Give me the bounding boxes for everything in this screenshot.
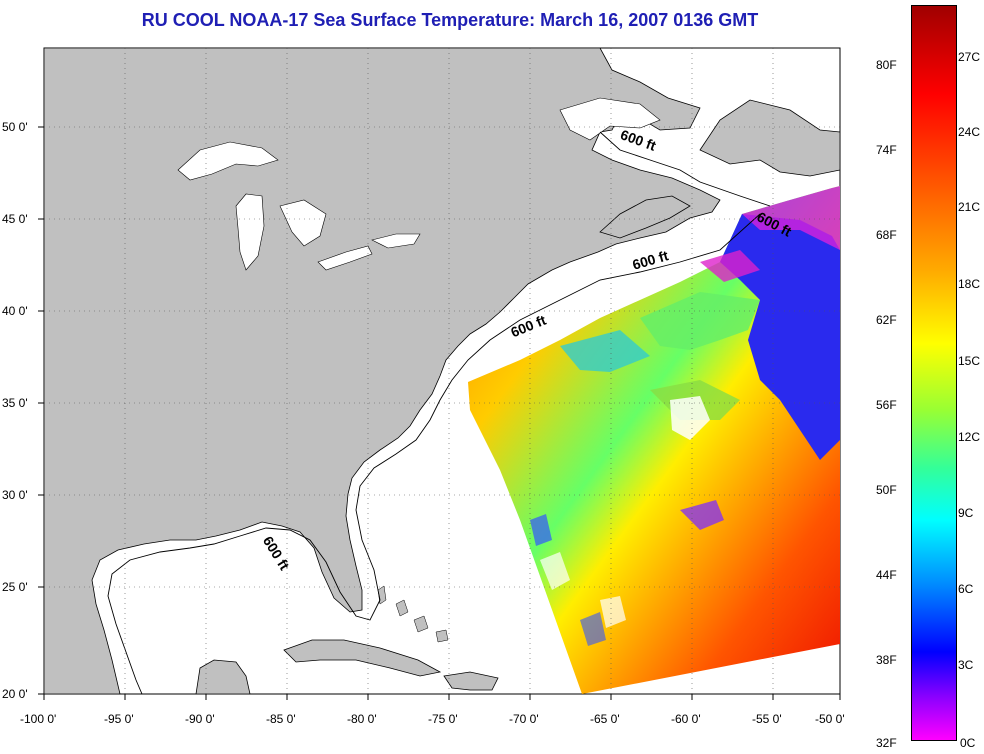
colorbar-c-label: 18C bbox=[958, 277, 981, 291]
gulf-st-lawrence bbox=[559, 97, 661, 141]
lake-superior bbox=[177, 141, 279, 181]
x-tick-label: -60 0' bbox=[671, 712, 701, 726]
colorbar-f-label: 68F bbox=[876, 228, 897, 242]
land-newfoundland bbox=[699, 99, 840, 177]
colorbar-c-label: 9C bbox=[958, 506, 974, 520]
y-tick-label: 30 0' bbox=[2, 488, 28, 502]
x-tick-label: -80 0' bbox=[347, 712, 377, 726]
lake-huron bbox=[279, 199, 327, 247]
x-tick-label: -90 0' bbox=[185, 712, 215, 726]
colorbar-c-label: 27C bbox=[958, 50, 981, 64]
land-yucatan bbox=[195, 659, 251, 694]
colorbar-f-label: 50F bbox=[876, 483, 897, 497]
x-tick-label: -75 0' bbox=[428, 712, 458, 726]
shelf-contour bbox=[107, 213, 761, 694]
y-tick-label: 35 0' bbox=[2, 396, 28, 410]
x-tick-label: -50 0' bbox=[815, 712, 845, 726]
colorbar-f-label: 56F bbox=[876, 398, 897, 412]
colorbar-c-label: 6C bbox=[958, 582, 974, 596]
colorbar-f-label: 74F bbox=[876, 143, 897, 157]
colorbar-c-label: 24C bbox=[958, 125, 981, 139]
lake-michigan bbox=[235, 193, 265, 271]
y-tick-label: 45 0' bbox=[2, 212, 28, 226]
colorbar-c-label: 12C bbox=[958, 430, 981, 444]
tick-marks bbox=[38, 126, 841, 700]
land-north-america bbox=[44, 48, 721, 694]
sst-swath bbox=[468, 186, 840, 694]
colorbar-f-label: 62F bbox=[876, 313, 897, 327]
lake-erie bbox=[317, 245, 373, 271]
colorbar-c-label: 3C bbox=[958, 658, 974, 672]
x-tick-label: -70 0' bbox=[509, 712, 539, 726]
x-tick-label: -85 0' bbox=[266, 712, 296, 726]
y-tick-label: 40 0' bbox=[2, 304, 28, 318]
colorbar-c-label: 21C bbox=[958, 200, 981, 214]
map-title: RU COOL NOAA-17 Sea Surface Temperature:… bbox=[141, 10, 759, 30]
colorbar-f-label: 80F bbox=[876, 58, 897, 72]
lake-ontario bbox=[371, 233, 421, 249]
x-tick-label: -95 0' bbox=[104, 712, 134, 726]
colorbar-c-label: 15C bbox=[958, 354, 981, 368]
x-tick-label: -65 0' bbox=[590, 712, 620, 726]
shelf-contour-north bbox=[599, 131, 771, 207]
y-tick-label: 50 0' bbox=[2, 120, 28, 134]
y-tick-label: 25 0' bbox=[2, 580, 28, 594]
colorbar-f-label: 32F bbox=[876, 736, 897, 750]
y-tick-label: 20 0' bbox=[2, 687, 28, 701]
x-tick-label: -100 0' bbox=[20, 712, 57, 726]
colorbar-f-label: 44F bbox=[876, 568, 897, 582]
land-cuba bbox=[283, 639, 442, 677]
land-nova-scotia bbox=[599, 195, 691, 239]
land-bahamas bbox=[377, 585, 449, 643]
land-hispaniola bbox=[443, 671, 499, 691]
colorbar-f-label: 38F bbox=[876, 653, 897, 667]
x-tick-label: -55 0' bbox=[752, 712, 782, 726]
temperature-colorbar bbox=[911, 5, 957, 741]
colorbar-c-label: 0C bbox=[960, 736, 976, 750]
